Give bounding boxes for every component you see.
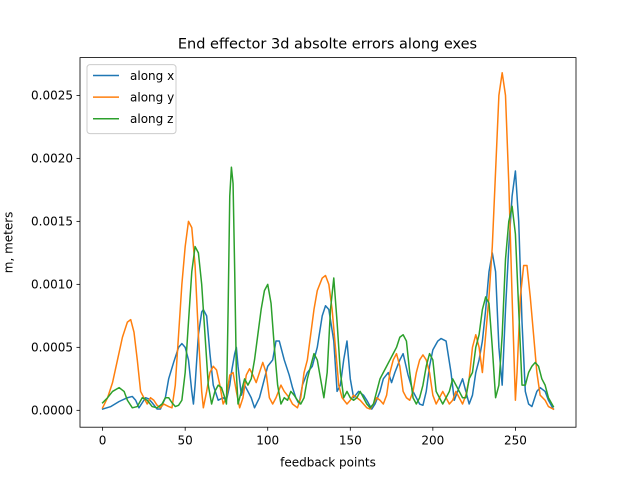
x-tick-label: 100 xyxy=(256,434,279,448)
x-axis-ticks: 0 50 100 150 200 250 xyxy=(99,427,527,448)
legend-label-1: along x xyxy=(130,69,174,83)
y-tick-label: 0.0010 xyxy=(31,278,73,292)
x-tick-label: 250 xyxy=(504,434,527,448)
series-line-3 xyxy=(101,166,555,409)
chart-title: End effector 3d absolte errors along exe… xyxy=(178,37,477,53)
x-axis-label: feedback points xyxy=(280,456,376,470)
y-tick-label: 0.0020 xyxy=(31,152,73,166)
legend: along x along y along z xyxy=(86,64,177,135)
series-line-1 xyxy=(101,170,555,411)
x-tick-label: 150 xyxy=(339,434,362,448)
x-tick-label: 200 xyxy=(421,434,444,448)
series-line-2 xyxy=(101,71,555,411)
legend-label-2: along y xyxy=(130,90,174,104)
x-tick-label: 0 xyxy=(99,434,107,448)
series-layer xyxy=(101,71,555,411)
legend-label-3: along z xyxy=(130,112,173,126)
y-tick-label: 0.0015 xyxy=(31,215,73,229)
y-axis-label: m, meters xyxy=(2,212,16,274)
plot-frame xyxy=(79,57,577,428)
y-tick-label: 0.0005 xyxy=(31,341,73,355)
y-tick-label: 0.0025 xyxy=(31,89,73,103)
legend-box xyxy=(86,64,177,135)
y-axis-ticks: 0.0000 0.0005 0.0010 0.0015 0.0020 0.0025 xyxy=(31,89,80,418)
x-tick-label: 50 xyxy=(178,434,193,448)
y-tick-label: 0.0000 xyxy=(31,404,73,418)
